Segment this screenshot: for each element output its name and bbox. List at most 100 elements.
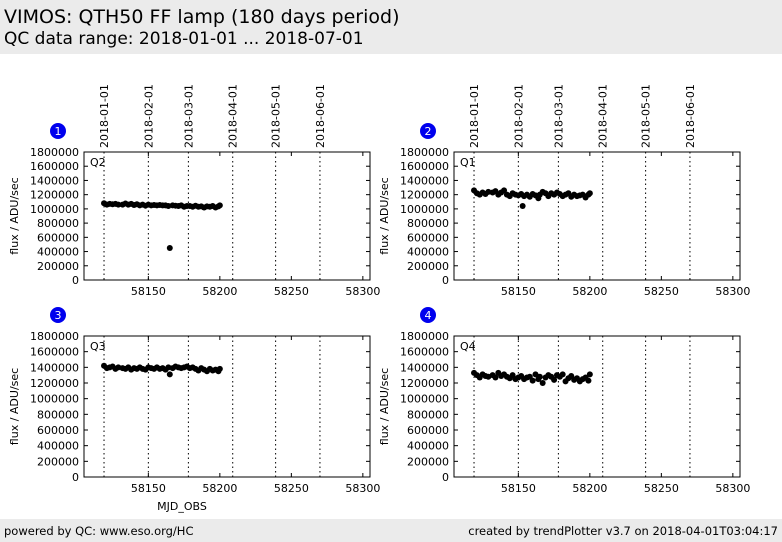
x-tick-label: 58300 xyxy=(345,482,380,495)
quadrant-label: Q1 xyxy=(460,156,476,169)
plot-frame xyxy=(83,335,371,478)
data-point xyxy=(586,371,593,378)
date-marker-label: 2018-06-01 xyxy=(314,84,327,148)
y-tick-label: 1600000 xyxy=(30,160,79,173)
plot-frame xyxy=(83,151,371,281)
y-tick-label: 0 xyxy=(442,471,449,484)
date-marker-label: 2018-04-01 xyxy=(597,84,610,148)
data-point xyxy=(585,377,592,384)
y-tick-label: 400000 xyxy=(37,440,79,453)
quadrant-label: Q3 xyxy=(90,340,106,353)
page-header: VIMOS: QTH50 FF lamp (180 days period) Q… xyxy=(0,0,782,54)
y-tick-label: 1200000 xyxy=(400,377,449,390)
x-axis-label: MJD_OBS xyxy=(157,500,207,513)
y-tick-label: 600000 xyxy=(37,424,79,437)
y-tick-label: 800000 xyxy=(37,408,79,421)
y-tick-label: 600000 xyxy=(37,231,79,244)
y-tick-label: 1600000 xyxy=(400,160,449,173)
y-axis-label: flux / ADU/sec xyxy=(378,177,391,254)
page-footer: powered by QC: www.eso.org/HC created by… xyxy=(0,519,782,542)
y-tick-label: 1600000 xyxy=(30,346,79,359)
x-tick-label: 58300 xyxy=(715,482,750,495)
y-tick-label: 1400000 xyxy=(30,174,79,187)
panel-number-badge xyxy=(420,307,436,323)
y-tick-label: 1200000 xyxy=(400,189,449,202)
x-tick-label: 58200 xyxy=(202,482,237,495)
date-marker-label: 2018-03-01 xyxy=(182,84,195,148)
panel-number-badge xyxy=(50,307,66,323)
y-tick-label: 1400000 xyxy=(30,361,79,374)
x-tick-label: 58250 xyxy=(644,482,679,495)
y-tick-label: 1800000 xyxy=(30,146,79,159)
x-tick-label: 58150 xyxy=(131,482,166,495)
y-tick-label: 800000 xyxy=(407,217,449,230)
quadrant-label: Q2 xyxy=(90,156,106,169)
panel-number-text: 1 xyxy=(55,125,62,138)
x-tick-label: 58150 xyxy=(501,482,536,495)
date-marker-label: 2018-04-01 xyxy=(227,84,240,148)
date-marker-label: 2018-05-01 xyxy=(270,84,283,148)
y-tick-label: 800000 xyxy=(407,408,449,421)
plot-frame xyxy=(453,151,741,281)
footer-generator: created by trendPlotter v3.7 on 2018-04-… xyxy=(468,524,778,538)
chart-panel-3: 0 200000 400000 600000 800000 1000000 1200000 1… xyxy=(8,307,380,495)
y-tick-label: 200000 xyxy=(37,455,79,468)
x-tick-label: 58250 xyxy=(274,285,309,298)
x-tick-label: 58300 xyxy=(715,285,750,298)
chart-panel-1: 2018-01-01 2018-02-01 2018-03-01 2018-04-01… xyxy=(8,84,380,298)
data-point xyxy=(519,203,526,210)
data-point xyxy=(586,190,593,197)
panel-number-badge xyxy=(420,123,436,139)
chart-panel-4: 0 200000 400000 600000 800000 1000000 1200000 1… xyxy=(157,307,750,513)
x-tick-label: 58300 xyxy=(345,285,380,298)
y-tick-label: 1000000 xyxy=(30,203,79,216)
y-tick-label: 1000000 xyxy=(400,203,449,216)
date-marker-label: 2018-02-01 xyxy=(142,84,155,148)
y-tick-label: 400000 xyxy=(407,440,449,453)
y-tick-label: 800000 xyxy=(37,217,79,230)
y-tick-label: 200000 xyxy=(37,260,79,273)
y-tick-label: 1400000 xyxy=(400,361,449,374)
y-tick-label: 1000000 xyxy=(30,393,79,406)
y-tick-label: 1600000 xyxy=(400,346,449,359)
data-point xyxy=(559,371,566,378)
x-tick-label: 58200 xyxy=(202,285,237,298)
x-tick-label: 58250 xyxy=(644,285,679,298)
footer-credit: powered by QC: www.eso.org/HC xyxy=(4,524,194,538)
chart-panel-2: 2018-01-01 2018-02-01 2018-03-01 2018-04-01… xyxy=(378,84,750,298)
date-marker-label: 2018-03-01 xyxy=(552,84,565,148)
x-tick-label: 58200 xyxy=(572,482,607,495)
panel-number-text: 2 xyxy=(425,125,432,138)
y-tick-label: 1000000 xyxy=(400,393,449,406)
date-marker-label: 2018-05-01 xyxy=(640,84,653,148)
page-subtitle: QC data range: 2018-01-01 ... 2018-07-01 xyxy=(4,29,364,49)
y-tick-label: 400000 xyxy=(407,246,449,259)
quadrant-label: Q4 xyxy=(460,340,476,353)
data-point xyxy=(166,371,173,378)
y-tick-label: 600000 xyxy=(407,231,449,244)
x-tick-label: 58250 xyxy=(274,482,309,495)
page-title: VIMOS: QTH50 FF lamp (180 days period) xyxy=(4,6,400,28)
data-point xyxy=(492,374,499,381)
x-tick-label: 58200 xyxy=(572,285,607,298)
y-tick-label: 1400000 xyxy=(400,174,449,187)
data-point xyxy=(115,201,122,208)
panel-number-badge xyxy=(50,123,66,139)
y-axis-label: flux / ADU/sec xyxy=(378,368,391,445)
panel-number-text: 3 xyxy=(55,309,62,322)
y-tick-label: 0 xyxy=(442,274,449,287)
panel-number-text: 4 xyxy=(425,309,432,322)
y-tick-label: 1800000 xyxy=(30,330,79,343)
y-tick-label: 1200000 xyxy=(30,377,79,390)
y-tick-label: 600000 xyxy=(407,424,449,437)
plot-frame xyxy=(453,335,741,478)
data-point xyxy=(536,373,543,380)
y-tick-label: 1200000 xyxy=(30,189,79,202)
data-point xyxy=(216,365,223,372)
y-tick-label: 200000 xyxy=(407,260,449,273)
y-tick-label: 200000 xyxy=(407,455,449,468)
x-tick-label: 58150 xyxy=(131,285,166,298)
x-tick-label: 58150 xyxy=(501,285,536,298)
data-point xyxy=(529,377,536,384)
